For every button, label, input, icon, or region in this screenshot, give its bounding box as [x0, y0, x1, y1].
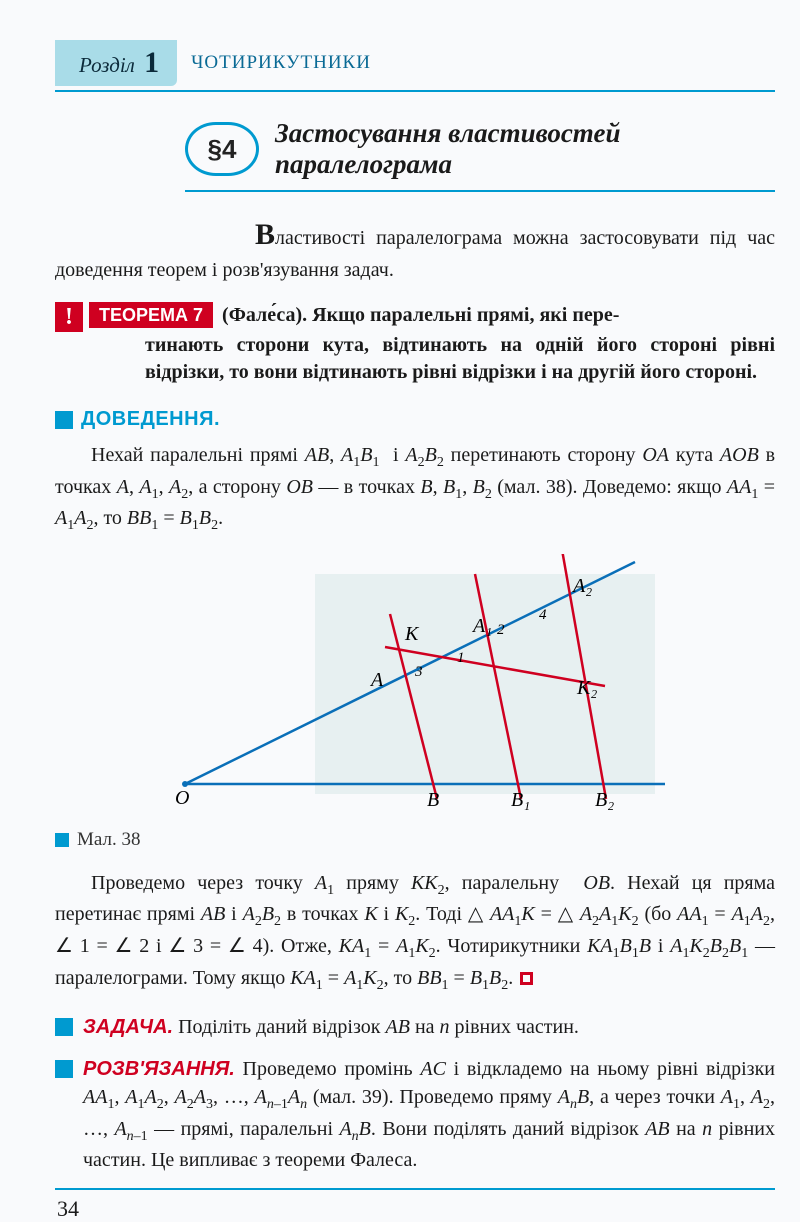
exclamation-icon: !	[55, 302, 83, 332]
dropcap: В	[255, 218, 275, 251]
task-label: ЗАДАЧА.	[83, 1016, 173, 1038]
header-rule	[55, 90, 775, 92]
title-rule	[185, 190, 775, 192]
theorem-tag: ТЕОРЕМА 7	[89, 302, 213, 328]
proof-label: ДОВЕДЕННЯ.	[81, 408, 220, 431]
svg-text:B₂: B₂	[595, 789, 614, 811]
svg-text:4: 4	[539, 607, 547, 623]
svg-text:K: K	[404, 623, 420, 645]
svg-text:A: A	[369, 669, 384, 691]
square-bullet-icon	[55, 1018, 73, 1036]
intro-text: ластивості паралелограма можна застосову…	[55, 227, 775, 281]
bottom-rule	[55, 1188, 775, 1190]
svg-text:A₁: A₁	[471, 615, 492, 637]
paragraph-badge: §4	[185, 122, 259, 176]
solution-label: РОЗВ'ЯЗАННЯ.	[83, 1058, 235, 1080]
figure-38: O B B₁ B₂ A A₁ A₂ K K₂ 1 2 3 4	[165, 554, 775, 819]
proof-paragraph-1: Нехай паралельні прямі AB, A1B1 і A2B2 п…	[55, 441, 775, 536]
chapter-title: ЧОТИРИКУТНИКИ	[191, 52, 371, 74]
main-title: Застосування властивостей паралелограма	[275, 118, 775, 180]
section-number: 1	[144, 46, 159, 79]
svg-text:A₂: A₂	[571, 575, 592, 597]
svg-text:2: 2	[497, 622, 505, 638]
proof-paragraph-2: Проведемо через точку A1 пряму KK2, пара…	[55, 869, 775, 995]
svg-text:K₂: K₂	[576, 677, 597, 699]
title-block: §4 Застосування властивостей паралелогра…	[185, 118, 775, 180]
square-bullet-icon	[55, 411, 73, 429]
svg-text:O: O	[175, 787, 189, 809]
task-text: ЗАДАЧА. Поділіть даний відрізок AB на n …	[83, 1013, 775, 1041]
svg-text:3: 3	[414, 664, 423, 680]
theorem-block: ! ТЕОРЕМА 7 (Фале́са). Якщо паралельні п…	[55, 302, 775, 386]
section-tab: Розділ 1	[55, 40, 177, 86]
svg-text:B: B	[427, 789, 439, 811]
thales-diagram: O B B₁ B₂ A A₁ A₂ K K₂ 1 2 3 4	[165, 554, 685, 814]
svg-text:1: 1	[457, 650, 465, 666]
page-header: Розділ 1 ЧОТИРИКУТНИКИ	[55, 40, 775, 86]
section-label: Розділ	[79, 53, 135, 77]
figure-caption: Мал. 38	[77, 829, 140, 851]
page: Розділ 1 ЧОТИРИКУТНИКИ §4 Застосування в…	[55, 0, 775, 1222]
theorem-first-line: (Фале́са). Якщо паралельні прямі, які пе…	[217, 304, 619, 326]
proof-heading: ДОВЕДЕННЯ.	[55, 408, 775, 431]
figure-caption-row: Мал. 38	[55, 829, 775, 851]
page-number: 34	[57, 1196, 775, 1222]
task-block: ЗАДАЧА. Поділіть даний відрізок AB на n …	[55, 1013, 775, 1041]
svg-text:B₁: B₁	[511, 789, 530, 811]
qed-icon	[520, 972, 533, 985]
square-bullet-icon	[55, 1060, 73, 1078]
theorem-continuation: тинають сторони кута, відтинають на одні…	[145, 332, 775, 386]
square-bullet-icon	[55, 833, 69, 847]
intro-paragraph: Властивості паралелограма можна застосов…	[55, 214, 775, 284]
